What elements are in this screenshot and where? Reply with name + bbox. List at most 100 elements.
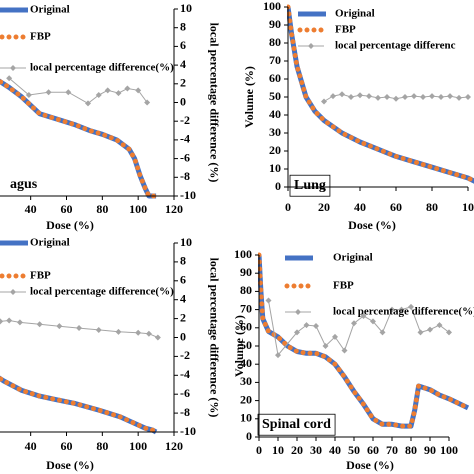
marker <box>321 98 327 105</box>
marker <box>411 93 417 100</box>
x-tick-label: 40 <box>354 200 366 214</box>
marker <box>447 93 453 100</box>
marker <box>375 94 381 101</box>
marker <box>6 317 13 324</box>
x-axis-title: Dose (%) <box>348 218 396 232</box>
marker <box>154 334 161 341</box>
x-axis-title: Dose (%) <box>46 458 94 472</box>
panel-label: Lung <box>294 178 326 193</box>
y-tick-label: -10 <box>180 188 196 202</box>
y-tick-label: -8 <box>180 169 190 183</box>
x-tick-label: 100 <box>440 443 458 457</box>
marker <box>76 325 83 332</box>
y-tick-label: 10 <box>269 161 281 175</box>
marker <box>6 75 13 82</box>
y-tick-label: 30 <box>240 374 252 388</box>
marker <box>65 89 72 96</box>
y-tick-label: 100 <box>263 0 281 13</box>
y-tick-label: 60 <box>269 71 281 85</box>
marker <box>465 94 471 100</box>
marker <box>265 297 272 304</box>
y-tick-label: 80 <box>269 35 281 49</box>
y-axis-title: Volume (%) <box>232 315 246 377</box>
y-tick-label: 70 <box>269 53 281 67</box>
marker <box>294 329 300 336</box>
y-axis-title: Volume (%) <box>242 66 256 128</box>
marker <box>115 90 122 97</box>
y-tick-label: 90 <box>240 265 252 279</box>
marker <box>85 100 91 107</box>
y-tick-label: -8 <box>180 405 190 419</box>
y-tick-label: 100 <box>234 247 252 261</box>
y-tick-label: 2 <box>180 76 186 90</box>
legend-label: Original <box>30 4 70 16</box>
plot-area <box>287 4 474 184</box>
x-tick-label: 120 <box>165 439 183 453</box>
y-tick-label: 2 <box>180 310 186 324</box>
y-tick-label: 20 <box>240 392 252 406</box>
marker <box>427 326 433 333</box>
y-tick-label: 4 <box>180 291 186 305</box>
marker <box>104 87 111 94</box>
y-tick-label: 10 <box>240 411 252 425</box>
marker <box>398 306 405 313</box>
marker <box>456 94 462 101</box>
marker <box>370 318 376 325</box>
x-tick-label: 40 <box>25 202 37 216</box>
y-tick-label: 10 <box>180 235 192 249</box>
y-tick-label: 10 <box>180 1 192 15</box>
marker <box>25 92 32 99</box>
marker <box>429 93 435 100</box>
marker <box>366 93 372 100</box>
legend-label: Original <box>30 237 70 249</box>
y-tick-label: 8 <box>180 254 186 268</box>
x-tick-label: 90 <box>424 443 436 457</box>
marker <box>402 94 408 100</box>
series-line <box>0 375 159 435</box>
marker <box>135 329 142 336</box>
legend-label: local percentage difference(%) <box>333 306 474 318</box>
legend-label: FBP <box>30 31 51 43</box>
y-tick-label: 6 <box>180 273 186 287</box>
plot-area <box>258 252 471 429</box>
plot-area <box>0 75 159 199</box>
x-tick-label: 60 <box>61 439 73 453</box>
y-tick-label: 50 <box>240 338 252 352</box>
y-tick-label: 0 <box>180 329 186 343</box>
y-tick-label: 20 <box>269 143 281 157</box>
x-axis-title: Dose (%) <box>346 458 394 472</box>
y-tick-label: 30 <box>269 125 281 139</box>
plot-area <box>0 317 161 435</box>
marker <box>332 333 338 340</box>
y-tick-label: 6 <box>180 38 186 52</box>
x-tick-label: 20 <box>318 200 330 214</box>
marker <box>408 303 414 310</box>
marker <box>393 95 399 102</box>
x-tick-label: 100 <box>129 202 147 216</box>
y-tick-label: 70 <box>240 301 252 315</box>
x-tick-label: 120 <box>165 202 183 216</box>
legend-label: FBP <box>335 24 356 36</box>
x-tick-label: 30 <box>310 443 322 457</box>
marker <box>330 93 336 100</box>
marker <box>438 94 444 100</box>
marker <box>95 326 102 333</box>
series-line <box>287 6 474 184</box>
marker <box>389 306 395 313</box>
panel-label-box <box>289 174 331 197</box>
legend-swatch <box>308 43 314 49</box>
legend-label: local percentage difference(%) <box>30 62 174 74</box>
y-tick-label: 80 <box>240 283 252 297</box>
marker <box>275 352 281 359</box>
x-tick-label: 60 <box>390 200 402 214</box>
marker <box>341 347 348 354</box>
marker <box>135 87 142 94</box>
marker <box>36 321 43 328</box>
y-axis-title: local percentage difference (%) <box>207 23 221 183</box>
legend-label: FBP <box>30 270 51 282</box>
y-tick-label: -2 <box>180 348 190 362</box>
x-tick-label: 40 <box>329 443 341 457</box>
legend-swatch <box>10 289 16 295</box>
